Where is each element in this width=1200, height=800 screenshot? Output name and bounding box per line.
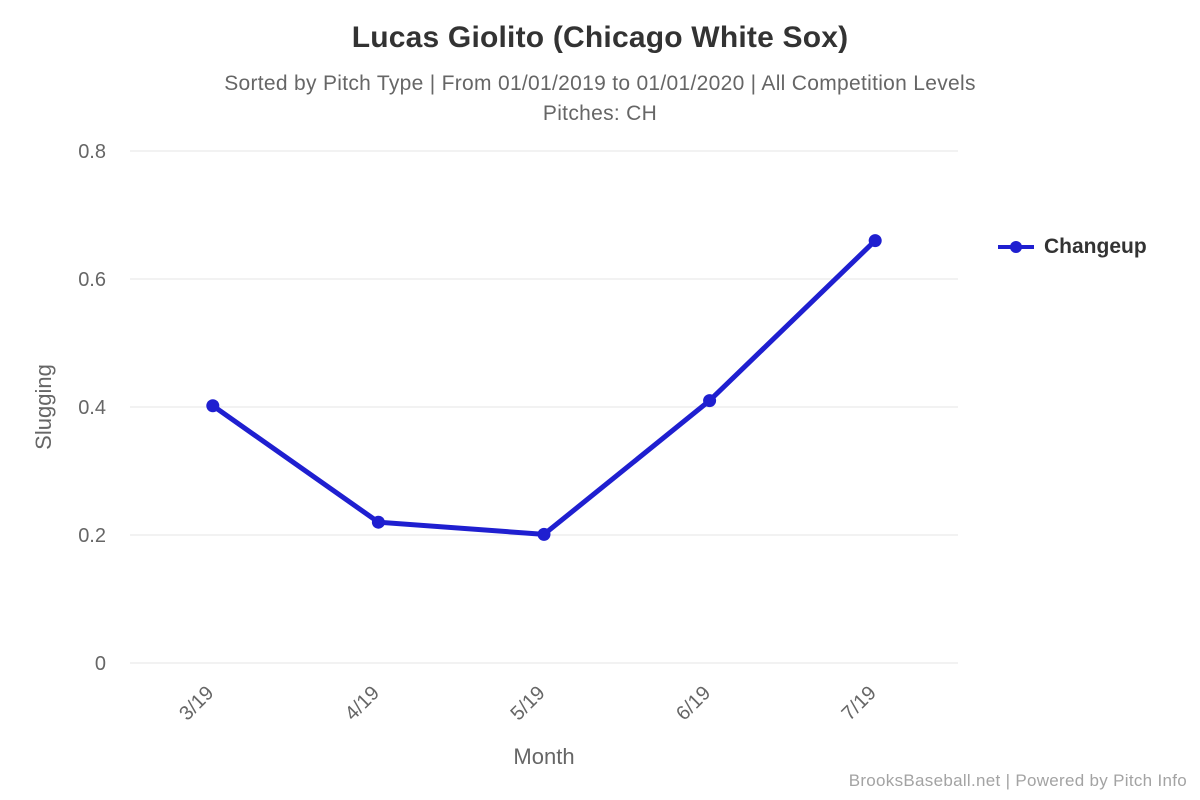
x-tick-label: 5/19: [506, 682, 549, 725]
x-tick-label: 3/19: [175, 682, 218, 725]
data-point-6/19[interactable]: [703, 394, 717, 408]
y-tick-label: 0: [95, 653, 106, 675]
series-line-changeup: [210, 238, 878, 537]
data-point-4/19[interactable]: [371, 515, 385, 529]
y-tick-label: 0.4: [78, 397, 106, 419]
data-point-7/19[interactable]: [868, 234, 882, 248]
credits-link[interactable]: BrooksBaseball.net | Powered by Pitch In…: [848, 771, 1187, 790]
legend-marker-icon: [998, 241, 1034, 253]
y-tick-label: 0.2: [78, 525, 106, 547]
chart-subtitle: Sorted by Pitch Type | From 01/01/2019 t…: [224, 72, 976, 95]
x-tick-label: 4/19: [341, 682, 384, 725]
data-point-5/19[interactable]: [537, 527, 551, 541]
legend-label: Changeup: [1044, 235, 1147, 258]
chart-subtitle-pitches: Pitches: CH: [542, 102, 658, 125]
x-axis-title: Month: [513, 744, 575, 769]
y-axis-title: Slugging: [31, 364, 56, 450]
chart-title: Lucas Giolito (Chicago White Sox): [351, 21, 849, 54]
x-tick-label: 7/19: [838, 682, 881, 725]
data-point-3/19[interactable]: [206, 399, 220, 413]
legend-item-changeup[interactable]: Changeup: [997, 235, 1147, 259]
y-tick-label: 0.8: [78, 141, 106, 163]
x-tick-label: 6/19: [672, 682, 715, 725]
y-tick-label: 0.6: [78, 269, 106, 291]
